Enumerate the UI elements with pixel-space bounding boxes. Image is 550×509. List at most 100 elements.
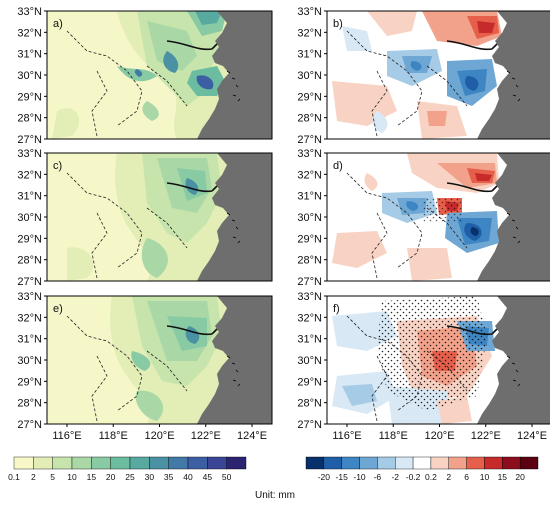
lat-tick-label: 30°N	[17, 212, 42, 224]
right-colorbar-swatch	[466, 456, 485, 470]
panel-e-label: e)	[53, 303, 63, 315]
lat-tick-label: 27°N	[17, 276, 42, 288]
lat-tick-label: 29°N	[17, 91, 42, 103]
panel-c: c)	[46, 152, 273, 282]
right-colorbar-label: -0.2	[406, 472, 421, 482]
lat-tick-label: 33°N	[297, 291, 322, 303]
colorbars: 0.1 2 5 10 15 20 25 30 35 40 45 50 -20 -15 -10 -6 -2 -0.2…	[8, 456, 539, 482]
lon-tick-label: 122°E	[471, 430, 501, 442]
left-colorbar-label: 10	[67, 472, 77, 482]
unit-label: Unit: mm	[255, 490, 295, 501]
right-colorbar-swatch	[359, 456, 378, 470]
lat-tick-label: 33°N	[297, 148, 322, 160]
lat-tick-label: 27°N	[297, 134, 322, 146]
lat-tick-label: 27°N	[17, 419, 42, 431]
left-colorbar-swatch	[129, 456, 150, 470]
lon-tick-label: 120°E	[424, 430, 454, 442]
lat-tick-label: 31°N	[17, 49, 42, 61]
lat-tick-label: 29°N	[297, 91, 322, 103]
panel-a: a)	[46, 10, 273, 140]
left-colorbar-swatch	[91, 456, 111, 470]
left-colorbar-label: 25	[125, 472, 135, 482]
right-colorbar-label: -6	[374, 472, 382, 482]
lon-tick-label: 116°E	[52, 430, 81, 442]
lat-tick-label: 27°N	[297, 419, 322, 431]
lon-tick-label: 120°E	[144, 430, 174, 442]
lat-tick-label: 33°N	[17, 291, 42, 303]
lat-tick-label: 32°N	[17, 27, 42, 39]
panel-b-label: b)	[333, 18, 343, 30]
right-colorbar-label: 2	[446, 472, 451, 482]
lat-tick-label: 29°N	[297, 376, 322, 388]
right-colorbar-swatch	[323, 456, 342, 470]
left-colorbar-swatch	[71, 456, 92, 470]
lat-tick-label: 32°N	[17, 169, 42, 181]
lon-tick-label: 118°E	[99, 430, 128, 442]
left-colorbar-label: 0.1	[8, 472, 20, 482]
axis-ticks: 33°N 32°N 31°N 30°N 29°N 28°N 27°N 33°N 32°N 31°N…	[17, 6, 547, 442]
right-colorbar-label: 0.2	[425, 472, 437, 482]
lon-tick-label: 118°E	[379, 430, 408, 442]
lat-tick-label: 32°N	[297, 312, 322, 324]
left-colorbar-label: 35	[164, 472, 174, 482]
panel-a-label: a)	[53, 18, 63, 30]
left-colorbar-swatch	[168, 456, 189, 470]
right-colorbar-label: 6	[464, 472, 469, 482]
panel-f: f)	[326, 295, 550, 425]
left-colorbar-label: 45	[203, 472, 213, 482]
lat-tick-label: 30°N	[297, 70, 322, 82]
right-colorbar-swatch	[448, 456, 467, 470]
right-colorbar-label: -2	[391, 472, 399, 482]
left-colorbar-label: 30	[145, 472, 155, 482]
left-colorbar-swatch	[149, 456, 169, 470]
left-colorbar-swatch	[110, 456, 131, 470]
lat-tick-label: 28°N	[17, 398, 42, 410]
lat-tick-label: 30°N	[17, 70, 42, 82]
left-colorbar-label: 2	[31, 472, 36, 482]
right-colorbar-label: -15	[336, 472, 349, 482]
right-colorbar-label: 15	[498, 472, 508, 482]
right-colorbar-swatch	[502, 456, 521, 470]
left-colorbar-swatch	[226, 456, 247, 470]
lon-tick-label: 124°E	[237, 430, 267, 442]
lat-tick-label: 32°N	[297, 27, 322, 39]
right-colorbar-label: 20	[515, 472, 525, 482]
lat-tick-label: 27°N	[297, 276, 322, 288]
lon-tick-label: 116°E	[332, 430, 361, 442]
left-colorbar-swatch	[207, 456, 227, 470]
left-colorbar-label: 5	[50, 472, 55, 482]
lat-tick-label: 27°N	[17, 134, 42, 146]
left-colorbar-label: 20	[106, 472, 116, 482]
left-colorbar-swatch	[13, 456, 34, 470]
left-colorbar-swatch	[33, 456, 53, 470]
right-colorbar-swatch	[484, 456, 503, 470]
lat-tick-label: 30°N	[297, 212, 322, 224]
panel-d-label: d)	[333, 160, 343, 172]
right-colorbar-swatch	[519, 456, 539, 470]
left-colorbar-swatch	[187, 456, 208, 470]
left-colorbar-label: 15	[87, 472, 97, 482]
right-colorbar-swatch	[341, 456, 360, 470]
lat-tick-label: 29°N	[297, 233, 322, 245]
right-colorbar-label: 10	[480, 472, 490, 482]
lat-tick-label: 32°N	[17, 312, 42, 324]
right-colorbar-swatch	[377, 456, 396, 470]
lat-tick-label: 28°N	[17, 255, 42, 267]
left-colorbar-swatch	[52, 456, 73, 470]
right-colorbar-swatch	[305, 456, 325, 470]
lat-tick-label: 32°N	[297, 169, 322, 181]
right-colorbar-swatch	[430, 456, 449, 470]
lon-tick-label: 124°E	[517, 430, 547, 442]
lat-tick-label: 33°N	[17, 148, 42, 160]
lat-tick-label: 28°N	[17, 113, 42, 125]
left-colorbar-label: 40	[183, 472, 193, 482]
right-colorbar-swatch	[395, 456, 414, 470]
panel-c-label: c)	[53, 160, 62, 172]
lat-tick-label: 28°N	[297, 113, 322, 125]
panel-e: e)	[46, 295, 273, 425]
lat-tick-label: 29°N	[17, 233, 42, 245]
right-colorbar-label: -10	[353, 472, 366, 482]
lat-tick-label: 31°N	[297, 49, 322, 61]
panel-d: d)	[326, 152, 550, 282]
